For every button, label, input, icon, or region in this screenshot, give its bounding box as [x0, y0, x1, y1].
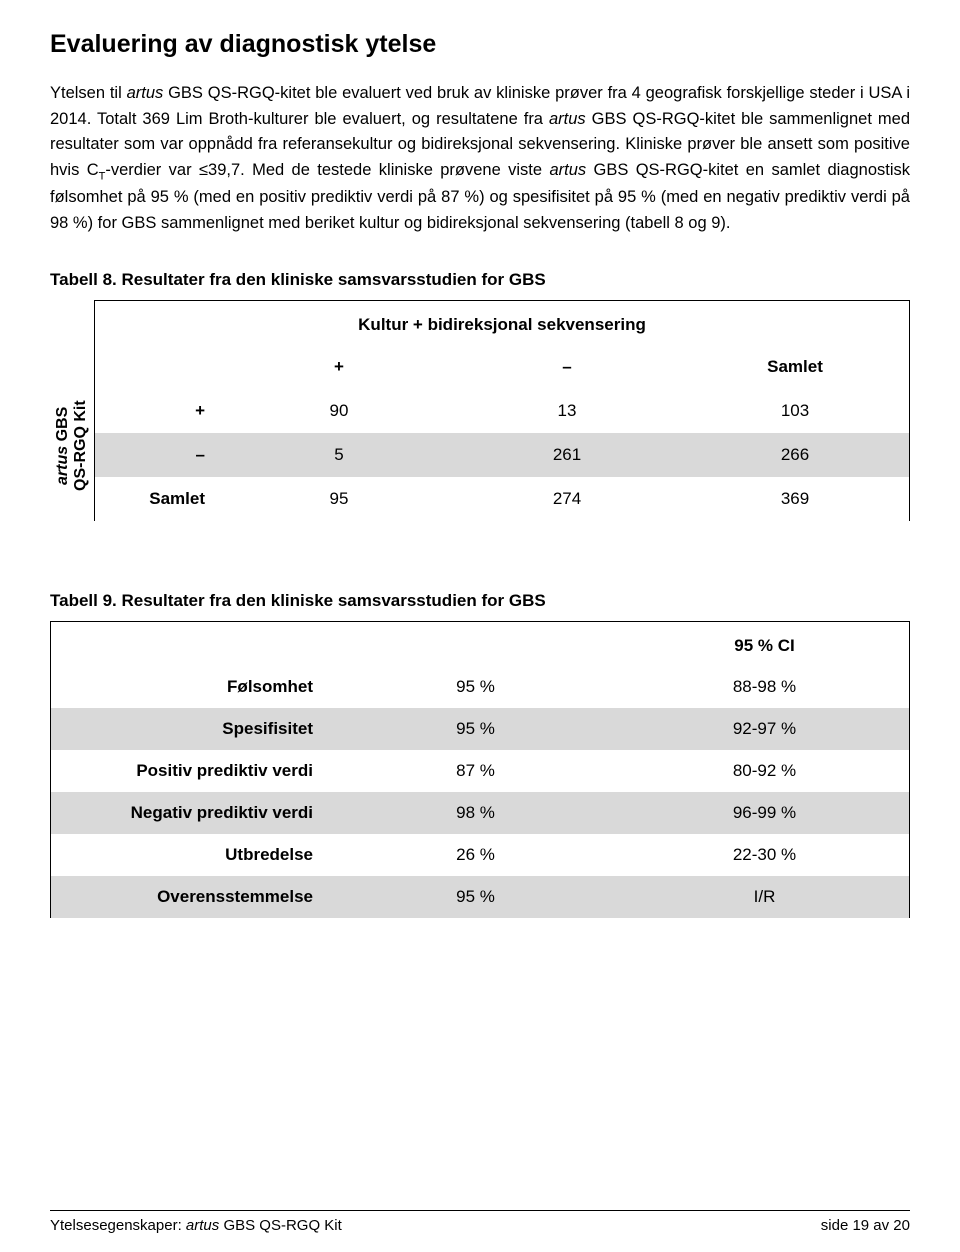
table8-side-label: artus GBS QS-RGQ Kit [50, 371, 94, 521]
table-row: Overensstemmelse 95 % I/R [51, 876, 909, 918]
footer-text: Ytelsesegenskaper: [50, 1217, 186, 1234]
table9-cell: 87 % [331, 750, 620, 792]
table8-cell: 90 [225, 389, 453, 433]
table9-cell: 26 % [331, 834, 620, 876]
table9-row-label: Følsomhet [51, 666, 331, 708]
table9-header-row: 95 % CI [51, 622, 909, 666]
table8-grid: Kultur + bidireksjonal sekvensering + – … [94, 300, 910, 521]
table9-row-label: Overensstemmelse [51, 876, 331, 918]
table8-col-header: – [453, 345, 681, 389]
page-footer: Ytelsesegenskaper: artus GBS QS-RGQ Kit … [50, 1210, 910, 1234]
table8-cell: 103 [681, 389, 909, 433]
body-italic: artus [549, 110, 586, 128]
footer-italic: artus [186, 1217, 219, 1234]
table8-cell: 13 [453, 389, 681, 433]
table9-row-label: Negativ prediktiv verdi [51, 792, 331, 834]
table9-header-blank [51, 636, 331, 656]
table9-cell: 80-92 % [620, 750, 909, 792]
page-heading: Evaluering av diagnostisk ytelse [50, 30, 910, 59]
table9-row-label: Spesifisitet [51, 708, 331, 750]
body-italic: artus [549, 161, 586, 179]
table-row: Negativ prediktiv verdi 98 % 96-99 % [51, 792, 909, 834]
table8-cell: 266 [681, 433, 909, 477]
table9-cell: 92-97 % [620, 708, 909, 750]
table-row: Positiv prediktiv verdi 87 % 80-92 % [51, 750, 909, 792]
side-label-text: GBS [54, 407, 71, 446]
table9-caption: Tabell 9. Resultater fra den kliniske sa… [50, 591, 910, 611]
table9-cell: 98 % [331, 792, 620, 834]
table8-top-title: Kultur + bidireksjonal sekvensering [95, 301, 909, 345]
table9: 95 % CI Følsomhet 95 % 88-98 % Spesifisi… [50, 621, 910, 918]
table9-cell: 95 % [331, 666, 620, 708]
table9-row-label: Positiv prediktiv verdi [51, 750, 331, 792]
table9-header-ci: 95 % CI [620, 636, 909, 656]
side-label-italic: artus [54, 446, 71, 485]
table-row: – 5 261 266 [95, 433, 909, 477]
table8-cell: 95 [225, 477, 453, 521]
body-text: Ytelsen til [50, 84, 127, 102]
table8-row-label: + [95, 389, 225, 433]
table9-cell: 22-30 % [620, 834, 909, 876]
body-italic: artus [127, 84, 164, 102]
table-row: Utbredelse 26 % 22-30 % [51, 834, 909, 876]
footer-right: side 19 av 20 [821, 1217, 910, 1234]
table9-header-blank [331, 636, 620, 656]
table8-row-label: Samlet [95, 477, 225, 521]
table8-header-blank [95, 345, 225, 389]
table8-col-header: + [225, 345, 453, 389]
footer-text: GBS QS-RGQ Kit [219, 1217, 342, 1234]
document-page: Evaluering av diagnostisk ytelse Ytelsen… [0, 0, 960, 1252]
table8-cell: 369 [681, 477, 909, 521]
table9-cell: 95 % [331, 876, 620, 918]
side-label-text: QS-RGQ Kit [72, 401, 89, 492]
table8: artus GBS QS-RGQ Kit Kultur + bidireksjo… [50, 300, 910, 521]
table8-row-label: – [95, 433, 225, 477]
body-paragraph: Ytelsen til artus GBS QS-RGQ-kitet ble e… [50, 81, 910, 236]
body-text: -verdier var ≤39,7. Med de testede klini… [105, 161, 549, 179]
table8-cell: 261 [453, 433, 681, 477]
table8-caption: Tabell 8. Resultater fra den kliniske sa… [50, 270, 910, 290]
table-row: Samlet 95 274 369 [95, 477, 909, 521]
table9-row-label: Utbredelse [51, 834, 331, 876]
table-row: Følsomhet 95 % 88-98 % [51, 666, 909, 708]
table8-col-header: Samlet [681, 345, 909, 389]
table9-cell: I/R [620, 876, 909, 918]
table-row: Spesifisitet 95 % 92-97 % [51, 708, 909, 750]
table8-cell: 274 [453, 477, 681, 521]
table-row: + 90 13 103 [95, 389, 909, 433]
table9-cell: 96-99 % [620, 792, 909, 834]
table9-cell: 88-98 % [620, 666, 909, 708]
table8-header-row: + – Samlet [95, 345, 909, 389]
table8-cell: 5 [225, 433, 453, 477]
footer-left: Ytelsesegenskaper: artus GBS QS-RGQ Kit [50, 1217, 342, 1234]
table9-cell: 95 % [331, 708, 620, 750]
